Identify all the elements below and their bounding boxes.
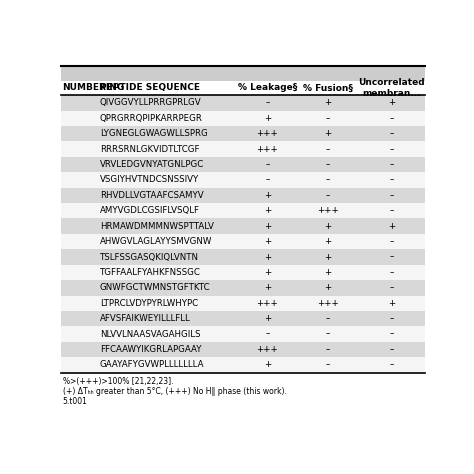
Text: % Leakage§: % Leakage§ [237,83,297,92]
Text: –: – [389,237,394,246]
Text: +: + [264,360,271,369]
Text: –: – [389,283,394,292]
Text: +++: +++ [317,299,339,308]
Text: +: + [388,222,395,231]
Text: +: + [264,253,271,262]
Text: NLVVLNAASVAGAHGILS: NLVVLNAASVAGAHGILS [100,329,200,338]
Text: –: – [389,114,394,123]
Text: +: + [264,237,271,246]
Bar [61,110,425,126]
Text: +: + [264,314,271,323]
Text: AMYVGDLCGSIFLVSQLF: AMYVGDLCGSIFLVSQLF [100,206,200,215]
Text: +: + [324,283,332,292]
Text: +: + [388,299,395,308]
Bar [61,66,425,81]
Text: RRRSRNLGKVIDTLTCGF: RRRSRNLGKVIDTLTCGF [100,145,199,154]
Text: 5.t001: 5.t001 [63,397,87,406]
Bar [61,219,425,234]
Text: VRVLEDGVNYATGNLPGC: VRVLEDGVNYATGNLPGC [100,160,204,169]
Text: %>(+++)>100% [21,22,23].: %>(+++)>100% [21,22,23]. [63,377,173,386]
Text: +: + [324,99,332,108]
Text: LTPRCLVDYPYRLWHYPC: LTPRCLVDYPYRLWHYPC [100,299,198,308]
Bar [61,327,425,342]
Text: +: + [264,206,271,215]
Bar [61,141,425,157]
Bar [61,172,425,188]
Text: NUMBERING: NUMBERING [63,83,125,92]
Text: –: – [389,268,394,277]
Text: TGFFAALFYAHKFNSSGC: TGFFAALFYAHKFNSSGC [100,268,201,277]
Text: –: – [265,175,270,184]
Text: +: + [264,114,271,123]
Bar [61,342,425,357]
Text: –: – [389,314,394,323]
Text: RHVDLLVGTAAFCSAMYV: RHVDLLVGTAAFCSAMYV [100,191,203,200]
Bar [61,126,425,141]
Text: –: – [326,114,330,123]
Text: –: – [326,345,330,354]
Text: +: + [264,268,271,277]
Text: –: – [326,329,330,338]
Bar [61,95,425,110]
Text: –: – [326,191,330,200]
Text: +++: +++ [256,145,278,154]
Bar [61,357,425,373]
Text: –: – [326,145,330,154]
Text: Uncorrelated
membran...: Uncorrelated membran... [358,78,425,98]
Text: +++: +++ [256,129,278,138]
Text: –: – [389,191,394,200]
Text: VSGIYHVTNDCSNSSIVY: VSGIYHVTNDCSNSSIVY [100,175,199,184]
Text: –: – [389,160,394,169]
Text: AHWGVLAGLAYYSMVGNW: AHWGVLAGLAYYSMVGNW [100,237,212,246]
Text: –: – [389,253,394,262]
Text: +: + [324,268,332,277]
Text: –: – [389,175,394,184]
Text: –: – [326,160,330,169]
Text: –: – [326,314,330,323]
Text: TSLFSSGASQKIQLVNTN: TSLFSSGASQKIQLVNTN [100,253,199,262]
Text: LYGNEGLGWAGWLLSPRG: LYGNEGLGWAGWLLSPRG [100,129,208,138]
Text: –: – [326,360,330,369]
Bar [61,203,425,219]
Text: PEPTIDE SEQUENCE: PEPTIDE SEQUENCE [100,83,200,92]
Bar [61,295,425,311]
Bar [61,280,425,295]
Text: (+) ΔTₕₕ greater than 5°C, (+++) No H‖ phase (this work).: (+) ΔTₕₕ greater than 5°C, (+++) No H‖ p… [63,387,286,396]
Text: –: – [265,329,270,338]
Text: +: + [264,222,271,231]
Bar [61,188,425,203]
Text: GNWFGCTWMNSTGFTKTC: GNWFGCTWMNSTGFTKTC [100,283,210,292]
Text: +: + [388,99,395,108]
Text: –: – [389,129,394,138]
Text: +: + [324,237,332,246]
Text: QIVGGVYLLPRRGPRLGV: QIVGGVYLLPRRGPRLGV [100,99,201,108]
Text: +: + [324,253,332,262]
Text: GAAYAFYGVWPLLLLLLLA: GAAYAFYGVWPLLLLLLLA [100,360,204,369]
Text: –: – [326,175,330,184]
Bar [61,249,425,264]
Text: –: – [265,99,270,108]
Text: +: + [324,129,332,138]
Text: –: – [389,329,394,338]
Text: +++: +++ [256,299,278,308]
Text: % Fusion§: % Fusion§ [303,83,353,92]
Text: –: – [389,345,394,354]
Text: QPRGRRQPIPKARRPEGR: QPRGRRQPIPKARRPEGR [100,114,202,123]
Text: –: – [389,360,394,369]
Text: +: + [264,191,271,200]
Text: HRMAWDMMMNWSPTTALV: HRMAWDMMMNWSPTTALV [100,222,214,231]
Text: +++: +++ [256,345,278,354]
Text: +: + [264,283,271,292]
Text: –: – [389,206,394,215]
Text: –: – [265,160,270,169]
Text: +++: +++ [317,206,339,215]
Bar [61,311,425,327]
Bar [61,157,425,172]
Text: FFCAAWYIKGRLAPGAAY: FFCAAWYIKGRLAPGAAY [100,345,201,354]
Text: –: – [389,145,394,154]
Bar [61,234,425,249]
Text: AFVSFAIKWEYILLLFLL: AFVSFAIKWEYILLLFLL [100,314,191,323]
Text: +: + [324,222,332,231]
Bar [61,264,425,280]
